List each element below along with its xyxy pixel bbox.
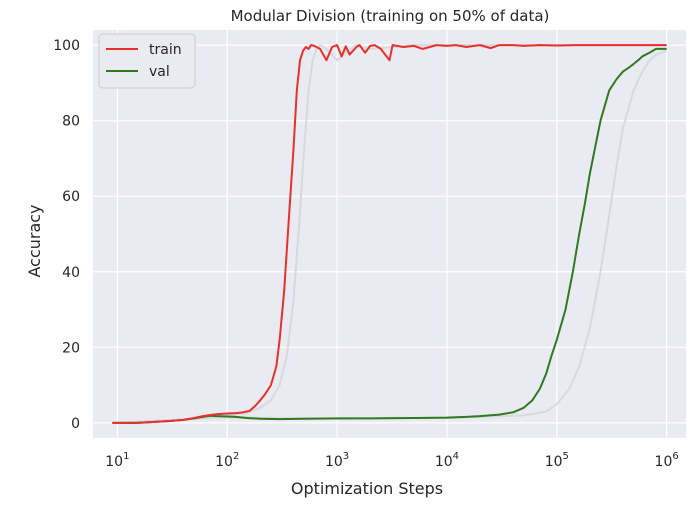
legend-label-train: train [149,42,182,58]
legend: train val [98,33,196,89]
x-axis-label: Optimization Steps [291,479,443,498]
y-tick-labels: 0 20 40 60 80 100 [53,38,80,432]
series-line-val [112,47,667,424]
x-tick-label: 102 [215,451,239,470]
y-tick-label: 0 [71,416,80,432]
chart-title: Modular Division (training on 50% of dat… [231,7,550,25]
legend-box [98,33,196,89]
legend-label-val: val [149,64,170,80]
x-tick-label: 105 [545,451,569,470]
y-axis-label: Accuracy [25,204,44,277]
y-tick-label: 100 [53,38,80,54]
y-tick-label: 40 [62,265,80,281]
x-tick-label: 106 [655,451,679,470]
faded-series-line [112,44,667,424]
series-line-train [112,44,667,424]
x-tick-label: 101 [105,451,129,470]
x-tick-label: 104 [435,451,459,470]
y-tick-label: 80 [62,114,80,130]
y-tick-label: 60 [62,189,80,205]
x-tick-labels: 101 102 103 104 105 106 [105,451,678,470]
x-tick-label: 103 [325,451,349,470]
plot-area [93,30,686,438]
series-group [112,44,667,424]
y-tick-label: 20 [62,340,80,356]
